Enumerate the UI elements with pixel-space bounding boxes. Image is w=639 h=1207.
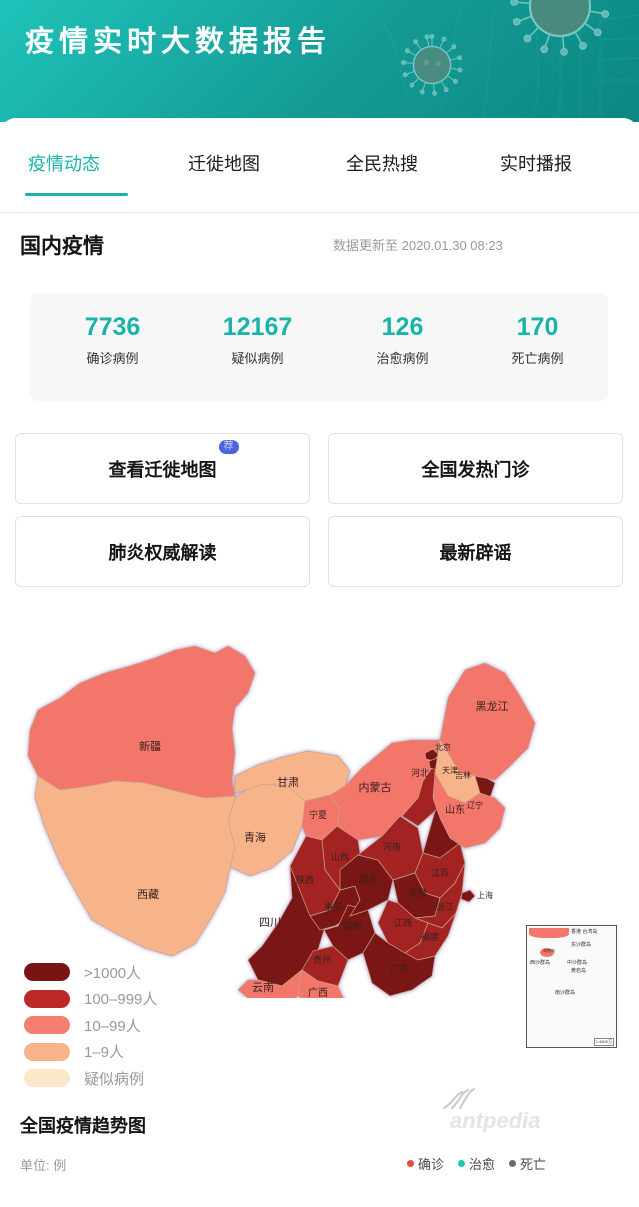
svg-text:湖南: 湖南	[342, 920, 362, 933]
svg-text:吉林: 吉林	[455, 770, 471, 780]
svg-text:贵州: 贵州	[313, 954, 331, 965]
svg-text:重庆: 重庆	[324, 901, 342, 912]
svg-text:河北: 河北	[411, 767, 429, 778]
svg-text:新疆: 新疆	[139, 739, 161, 753]
svg-text:西藏: 西藏	[137, 888, 159, 901]
svg-text:浙江: 浙江	[436, 901, 454, 912]
svg-text:福建: 福建	[421, 931, 439, 942]
svg-text:青海: 青海	[244, 830, 266, 844]
svg-text:黑龙江: 黑龙江	[476, 700, 509, 713]
svg-text:江苏: 江苏	[431, 867, 449, 878]
svg-text:四川: 四川	[259, 917, 281, 929]
svg-text:山东: 山东	[445, 803, 465, 816]
svg-text:内蒙古: 内蒙古	[359, 780, 392, 794]
svg-text:陕西: 陕西	[296, 874, 314, 885]
svg-text:湖北: 湖北	[358, 874, 378, 886]
svg-text:安徽: 安徽	[409, 887, 427, 898]
svg-text:云南: 云南	[252, 981, 274, 994]
svg-text:江西: 江西	[394, 918, 412, 928]
svg-text:上海: 上海	[477, 890, 493, 900]
svg-text:甘肃: 甘肃	[277, 776, 299, 789]
svg-text:辽宁: 辽宁	[467, 800, 483, 810]
svg-text:广西: 广西	[308, 987, 328, 998]
svg-text:广东: 广东	[390, 963, 410, 976]
svg-text:北京: 北京	[435, 742, 451, 752]
svg-text:河南: 河南	[383, 841, 401, 852]
svg-text:山西: 山西	[331, 852, 349, 862]
svg-text:宁夏: 宁夏	[309, 809, 327, 820]
